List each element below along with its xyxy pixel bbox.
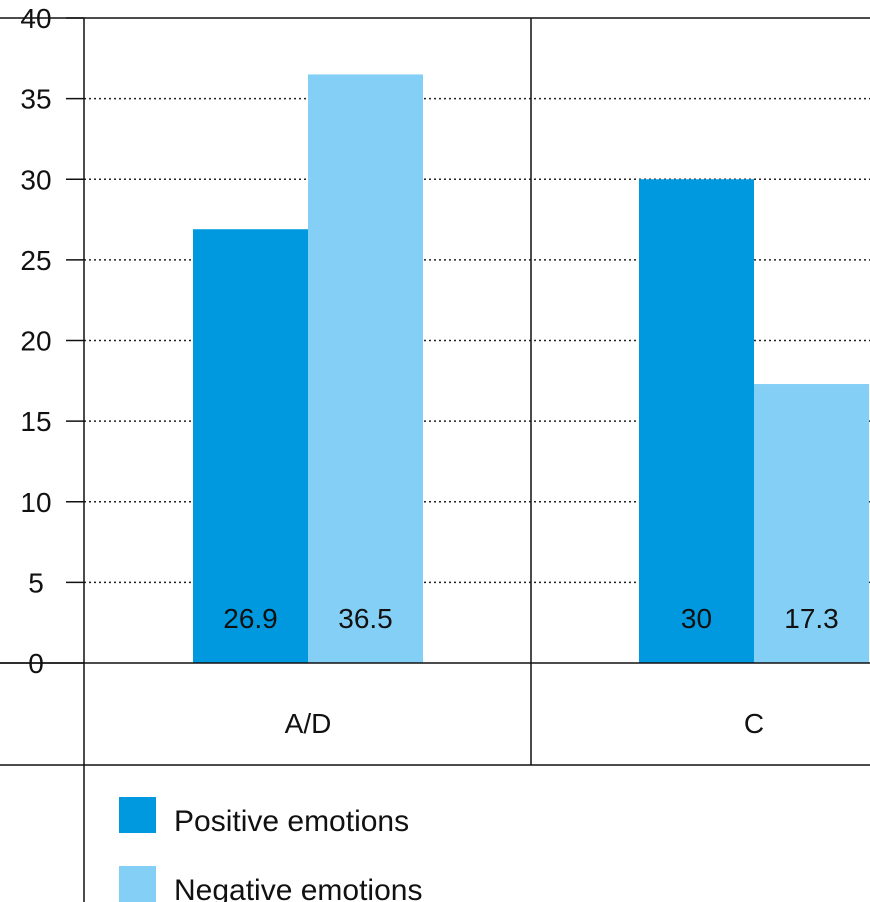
data-label: 30 [681, 603, 712, 634]
y-tick-label: 30 [20, 164, 51, 195]
y-tick-label: 20 [20, 326, 51, 357]
bar-negative-0 [308, 74, 423, 663]
bar-negative-1 [754, 384, 869, 663]
legend-swatch [119, 797, 156, 833]
y-tick-label: 25 [20, 245, 51, 276]
y-tick-label: 0 [28, 648, 44, 679]
y-tick-labels: 0 5 10 15 20 25 30 35 40 [0, 3, 84, 679]
category-labels: A/D C [285, 708, 764, 739]
legend-label: Positive emotions [174, 805, 409, 838]
legend: Positive emotions Negative emotions [119, 797, 422, 902]
y-tick-label: 15 [20, 406, 51, 437]
axes [0, 17, 870, 902]
legend-swatch [119, 866, 156, 902]
y-tick-label: 35 [20, 84, 51, 115]
y-tick-label: 40 [20, 3, 51, 34]
data-label: 26.9 [223, 603, 278, 634]
y-tick-label: 10 [20, 487, 51, 518]
bars [193, 74, 869, 664]
bar-positive-1 [639, 179, 754, 663]
data-label: 17.3 [784, 603, 839, 634]
bar-positive-0 [193, 229, 308, 664]
category-label: A/D [285, 708, 332, 739]
data-label: 36.5 [338, 603, 393, 634]
y-tick-label: 5 [28, 567, 44, 598]
legend-label: Negative emotions [174, 874, 422, 902]
data-labels: 26.9 36.5 30 17.3 [223, 603, 839, 634]
category-label: C [744, 708, 764, 739]
